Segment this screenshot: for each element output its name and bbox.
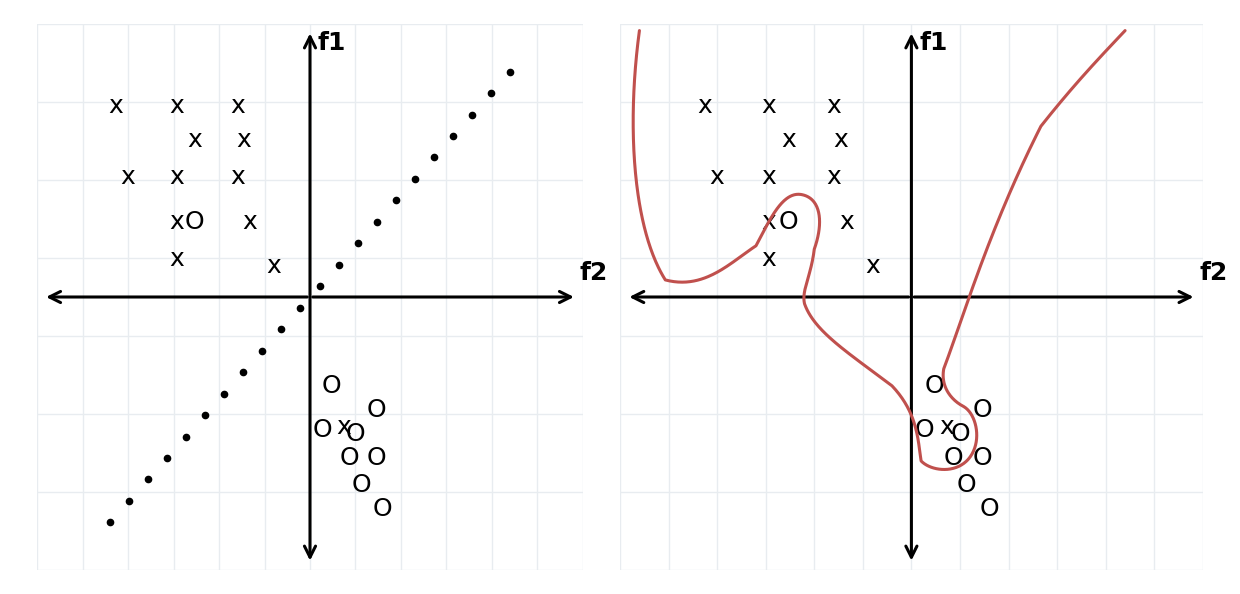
Text: O: O [346, 422, 366, 446]
Text: x: x [109, 94, 124, 118]
Text: f1: f1 [317, 31, 346, 55]
Text: f2: f2 [1199, 261, 1228, 285]
Text: x: x [229, 166, 244, 189]
Text: x: x [169, 210, 184, 234]
Text: x: x [187, 128, 202, 152]
Text: x: x [839, 210, 854, 234]
Text: O: O [973, 446, 992, 469]
Text: O: O [956, 473, 976, 497]
Text: f2: f2 [580, 261, 608, 285]
Text: x: x [866, 254, 880, 278]
Text: O: O [779, 210, 799, 234]
Text: O: O [321, 374, 341, 398]
Text: x: x [697, 94, 712, 118]
Text: f1: f1 [919, 31, 947, 55]
Text: O: O [367, 398, 387, 422]
Text: x: x [761, 210, 776, 234]
Text: x: x [242, 210, 257, 234]
Text: x: x [761, 166, 776, 189]
Text: x: x [229, 94, 244, 118]
Text: x: x [169, 248, 184, 271]
Text: O: O [352, 473, 371, 497]
Text: x: x [826, 94, 841, 118]
Text: O: O [924, 374, 944, 398]
Text: x: x [169, 166, 184, 189]
Text: x: x [709, 166, 724, 189]
Text: x: x [267, 254, 281, 278]
Text: x: x [761, 94, 776, 118]
Text: O: O [312, 418, 332, 442]
Text: O: O [950, 422, 970, 446]
Text: x: x [826, 166, 841, 189]
Text: O: O [980, 497, 999, 521]
Text: x: x [940, 415, 955, 439]
Text: x: x [236, 128, 250, 152]
Text: O: O [944, 446, 963, 469]
Text: O: O [973, 398, 992, 422]
Text: x: x [120, 166, 135, 189]
Text: x: x [761, 248, 776, 271]
Text: O: O [367, 446, 387, 469]
Text: O: O [373, 497, 393, 521]
Text: x: x [336, 415, 351, 439]
Text: x: x [833, 128, 848, 152]
Text: x: x [169, 94, 184, 118]
Text: O: O [340, 446, 360, 469]
Text: x: x [781, 128, 796, 152]
Text: O: O [185, 210, 205, 234]
Text: O: O [915, 418, 934, 442]
